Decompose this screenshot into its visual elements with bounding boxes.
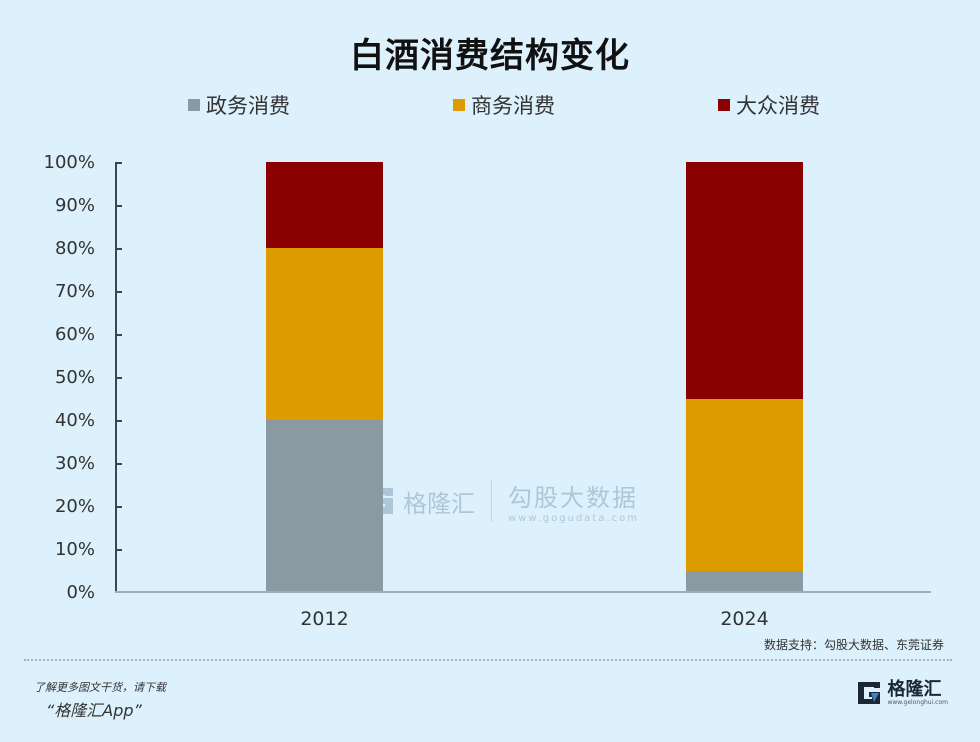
legend-item-government: 政务消费 — [188, 90, 290, 120]
bar-2024 — [686, 162, 803, 592]
y-tick-label: 60% — [54, 324, 95, 345]
legend-item-mass: 大众消费 — [718, 90, 820, 120]
watermark: 格隆汇 勾股大数据 www.gogudata.com — [363, 478, 639, 524]
watermark-brand: 格隆汇 — [403, 489, 475, 518]
y-tick-label: 50% — [54, 367, 95, 388]
segment-business-consumption — [686, 399, 803, 571]
y-tick-label: 80% — [54, 238, 95, 259]
data-source: 数据支持：勾股大数据、东莞证券 — [763, 638, 944, 652]
segment-mass-consumption — [686, 162, 803, 399]
y-axis — [115, 162, 117, 592]
chart-legend: 政务消费 商务消费 大众消费 — [0, 90, 980, 120]
y-tick-label: 70% — [54, 281, 95, 302]
gelonghui-logo-icon — [858, 682, 881, 704]
y-tick — [115, 248, 122, 250]
footer-note: 了解更多图文干货，请下载 — [34, 681, 166, 694]
segment-government-consumption — [686, 571, 803, 592]
y-tick — [115, 334, 122, 336]
footer-brand: 格隆汇 www.gelonghui.com — [856, 680, 948, 706]
y-tick-label: 100% — [43, 152, 95, 173]
legend-label: 政务消费 — [206, 94, 290, 118]
legend-swatch-gray — [188, 99, 200, 111]
footer-divider — [24, 659, 952, 661]
y-tick-label: 10% — [54, 539, 95, 560]
legend-swatch-orange — [453, 99, 465, 111]
y-tick-label: 0% — [66, 582, 95, 603]
y-tick-label: 20% — [54, 496, 95, 517]
watermark-separator — [491, 480, 492, 522]
legend-label: 商务消费 — [471, 94, 555, 118]
watermark-url: www.gogudata.com — [508, 513, 640, 524]
footer-app-name: “格隆汇App” — [46, 701, 142, 720]
bar-2012 — [266, 162, 383, 592]
footer-brand-url: www.gelonghui.com — [887, 698, 948, 706]
y-tick — [115, 549, 122, 551]
y-tick — [115, 377, 122, 379]
x-axis — [115, 591, 931, 593]
y-tick — [115, 162, 122, 164]
segment-government-consumption — [266, 420, 383, 592]
legend-swatch-red — [718, 99, 730, 111]
y-tick — [115, 506, 122, 508]
y-tick-label: 90% — [54, 195, 95, 216]
y-tick — [115, 291, 122, 293]
y-tick-label: 30% — [54, 453, 95, 474]
legend-item-business: 商务消费 — [453, 90, 555, 120]
y-tick — [115, 420, 122, 422]
segment-business-consumption — [266, 248, 383, 420]
chart-title: 白酒消费结构变化 — [350, 36, 630, 76]
legend-label: 大众消费 — [736, 94, 820, 118]
footer-brand-name: 格隆汇 — [887, 678, 942, 700]
segment-mass-consumption — [266, 162, 383, 248]
y-tick — [115, 463, 122, 465]
x-category-label: 2012 — [300, 608, 349, 630]
y-tick-label: 40% — [54, 410, 95, 431]
x-category-label: 2024 — [720, 608, 769, 630]
y-tick — [115, 205, 122, 207]
watermark-data-brand: 勾股大数据 — [508, 484, 638, 512]
